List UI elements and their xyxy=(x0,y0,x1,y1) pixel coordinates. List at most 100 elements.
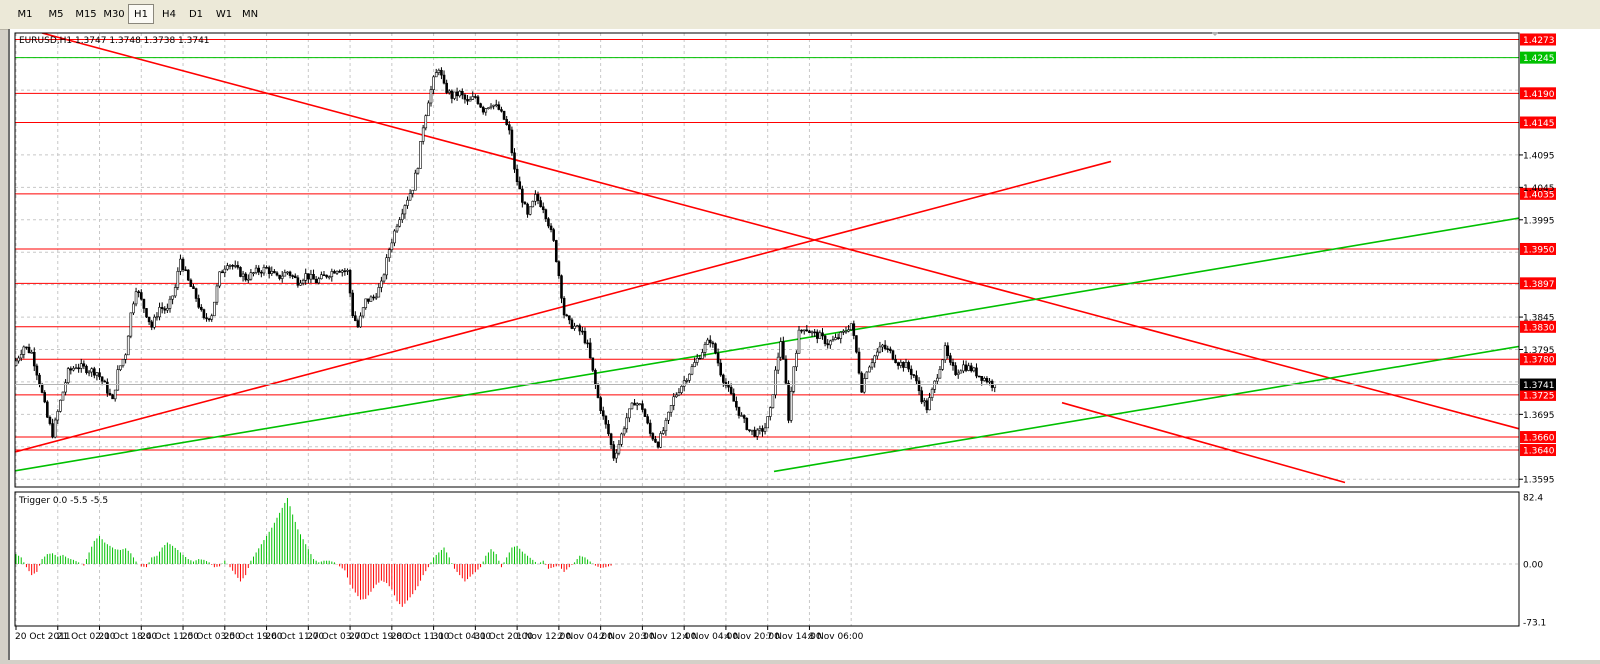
candle-body xyxy=(956,372,960,375)
level-price-label: 1.3950 xyxy=(1523,245,1555,255)
candle-body xyxy=(980,376,984,381)
candle-body xyxy=(938,369,942,379)
candle-body xyxy=(557,261,561,277)
candle-body xyxy=(419,141,422,169)
candle-body xyxy=(562,297,566,316)
candle-body xyxy=(137,291,140,294)
level-price-label: 1.3897 xyxy=(1523,280,1555,290)
shift-marker-icon[interactable] xyxy=(1211,32,1219,36)
candle-body xyxy=(307,273,310,280)
candle-body xyxy=(440,69,443,76)
candle-body xyxy=(949,355,952,363)
candle-body xyxy=(620,433,623,445)
y-tick-label: 1.4095 xyxy=(1523,151,1555,161)
candle-body xyxy=(126,335,130,356)
candle-body xyxy=(672,396,676,406)
candle-body xyxy=(727,385,730,388)
y-tick-label: 1.3595 xyxy=(1523,476,1555,486)
candle-body xyxy=(878,346,882,353)
candle-body xyxy=(643,409,647,417)
horizontal-levels[interactable] xyxy=(15,38,1519,451)
trend-line[interactable] xyxy=(15,217,1520,472)
candle-body xyxy=(831,339,835,342)
candle-body xyxy=(330,271,334,278)
candle-body xyxy=(434,72,438,78)
candle-body xyxy=(450,90,454,99)
trend-line[interactable] xyxy=(41,33,1550,437)
level-price-label: 1.4190 xyxy=(1523,90,1555,100)
timeframe-button-m5[interactable]: M5 xyxy=(48,9,64,20)
candle-body xyxy=(179,258,182,272)
candle-body xyxy=(510,129,514,154)
candle-body xyxy=(150,321,154,328)
candle-body xyxy=(907,362,910,370)
candle-body xyxy=(124,354,127,360)
candle-body xyxy=(424,115,428,129)
timeframe-button-w1[interactable]: W1 xyxy=(215,9,233,20)
candle-body xyxy=(119,365,122,370)
trend-lines[interactable] xyxy=(15,33,1550,484)
candle-body xyxy=(763,427,767,432)
timeframe-button-h4[interactable]: H4 xyxy=(162,9,176,20)
timeframe-button-h1[interactable]: H1 xyxy=(128,4,154,24)
candle-body xyxy=(920,390,923,403)
main-pane-frame xyxy=(14,32,1520,488)
candle-body xyxy=(220,271,224,274)
candle-body xyxy=(669,405,673,413)
candle-body xyxy=(552,229,555,241)
candle-body xyxy=(915,375,918,382)
candle-body xyxy=(445,82,448,93)
candle-body xyxy=(870,362,874,368)
trend-line[interactable] xyxy=(773,345,1520,473)
candle-body xyxy=(656,441,660,448)
candle-body xyxy=(659,433,662,448)
candle-body xyxy=(74,367,78,370)
chart-window[interactable]: 1.4273 1.4245 1.4190 1.4145 1.4035 1.3950 1.38… xyxy=(8,29,1600,660)
candle-body xyxy=(288,271,292,276)
candle-body xyxy=(335,270,339,274)
candle-body xyxy=(471,96,475,100)
candle-body xyxy=(936,377,939,382)
candle-body xyxy=(200,306,203,310)
candle-body xyxy=(570,319,574,329)
trend-line[interactable] xyxy=(1061,401,1346,484)
candle-body xyxy=(855,335,858,353)
candle-body xyxy=(860,372,863,393)
timeframe-button-m30[interactable]: M30 xyxy=(103,9,125,20)
candle-body xyxy=(100,376,104,382)
candle-body xyxy=(581,330,584,333)
candle-body xyxy=(818,332,822,339)
candle-body xyxy=(215,285,219,303)
candle-body xyxy=(176,271,180,288)
candle-body xyxy=(977,375,981,378)
candle-body xyxy=(265,267,268,269)
candle-body xyxy=(312,274,315,280)
level-price-label: 1.4145 xyxy=(1523,119,1555,129)
candle-body xyxy=(320,274,323,280)
candle-body xyxy=(442,74,446,84)
candle-body xyxy=(158,307,161,318)
candle-body xyxy=(213,301,216,317)
timeframe-button-m15[interactable]: M15 xyxy=(75,9,97,20)
candle-body xyxy=(972,367,976,372)
timeframe-button-mn[interactable]: MN xyxy=(241,9,259,20)
candle-body xyxy=(951,362,955,366)
candle-body xyxy=(72,367,75,371)
candle-body xyxy=(267,267,271,274)
candle-body xyxy=(753,429,756,437)
candle-body xyxy=(617,443,621,454)
candle-body xyxy=(309,274,313,280)
level-price-label: 1.3780 xyxy=(1523,356,1555,366)
candle-body xyxy=(821,332,824,337)
timeframe-button-m1[interactable]: M1 xyxy=(17,9,33,20)
level-price-badge xyxy=(1520,353,1556,366)
candle-body xyxy=(714,343,717,354)
candle-body xyxy=(748,429,751,431)
candle-body xyxy=(528,206,532,215)
candle-body xyxy=(732,393,736,402)
candle-body xyxy=(361,307,365,317)
candle-body xyxy=(106,381,109,394)
chart-canvas[interactable]: 1.4273 1.4245 1.4190 1.4145 1.4035 1.3950 1.38… xyxy=(10,29,1600,660)
timeframe-button-d1[interactable]: D1 xyxy=(188,9,204,20)
candle-body xyxy=(594,369,597,385)
